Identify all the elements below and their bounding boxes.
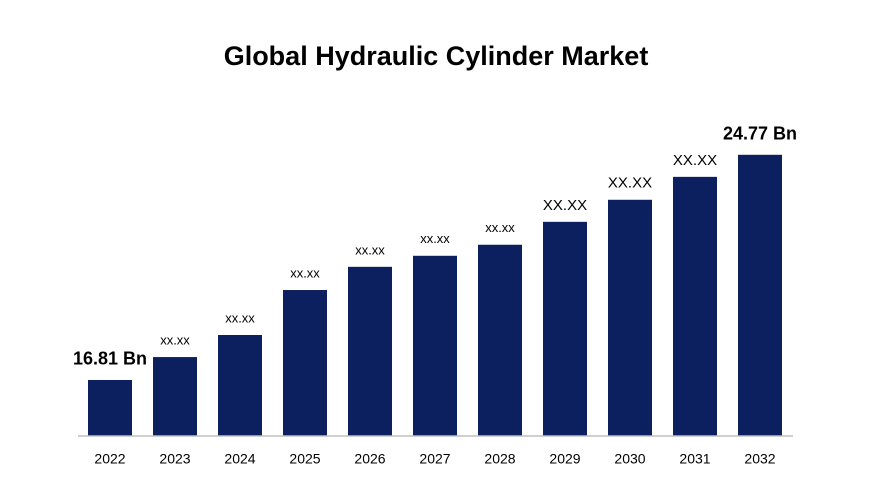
bar bbox=[218, 335, 262, 436]
data-label: xx.xx bbox=[485, 220, 515, 235]
bar bbox=[673, 176, 717, 436]
x-tick-label: 2022 bbox=[94, 451, 125, 467]
x-tick-label: 2031 bbox=[679, 451, 710, 467]
bar bbox=[608, 199, 652, 436]
data-label: xx.xx bbox=[355, 242, 385, 257]
data-label: XX.XX bbox=[608, 175, 652, 192]
x-tick-label: 2026 bbox=[354, 451, 385, 467]
x-tick-label: 2023 bbox=[159, 451, 190, 467]
bar bbox=[348, 266, 392, 436]
data-label: 16.81 Bn bbox=[73, 349, 147, 369]
data-label: 24.77 Bn bbox=[723, 124, 797, 144]
data-label: xx.xx bbox=[225, 310, 255, 325]
bar bbox=[283, 290, 327, 436]
data-label: xx.xx bbox=[420, 231, 450, 246]
chart-title: Global Hydraulic Cylinder Market bbox=[224, 41, 649, 71]
bar bbox=[543, 221, 587, 436]
bar bbox=[478, 244, 522, 436]
bar bbox=[413, 255, 457, 436]
x-tick-label: 2024 bbox=[224, 451, 255, 467]
x-tick-label: 2030 bbox=[614, 451, 645, 467]
data-label: XX.XX bbox=[673, 152, 717, 169]
bar bbox=[88, 379, 132, 436]
data-label: xx.xx bbox=[160, 333, 190, 348]
bar bbox=[738, 154, 782, 436]
x-tick-label: 2028 bbox=[484, 451, 515, 467]
x-tick-label: 2025 bbox=[289, 451, 320, 467]
x-tick-label: 2027 bbox=[419, 451, 450, 467]
x-tick-label: 2029 bbox=[549, 451, 580, 467]
data-label: xx.xx bbox=[290, 265, 320, 280]
x-tick-label: 2032 bbox=[744, 451, 775, 467]
bar bbox=[153, 357, 197, 436]
data-label: XX.XX bbox=[543, 197, 587, 214]
